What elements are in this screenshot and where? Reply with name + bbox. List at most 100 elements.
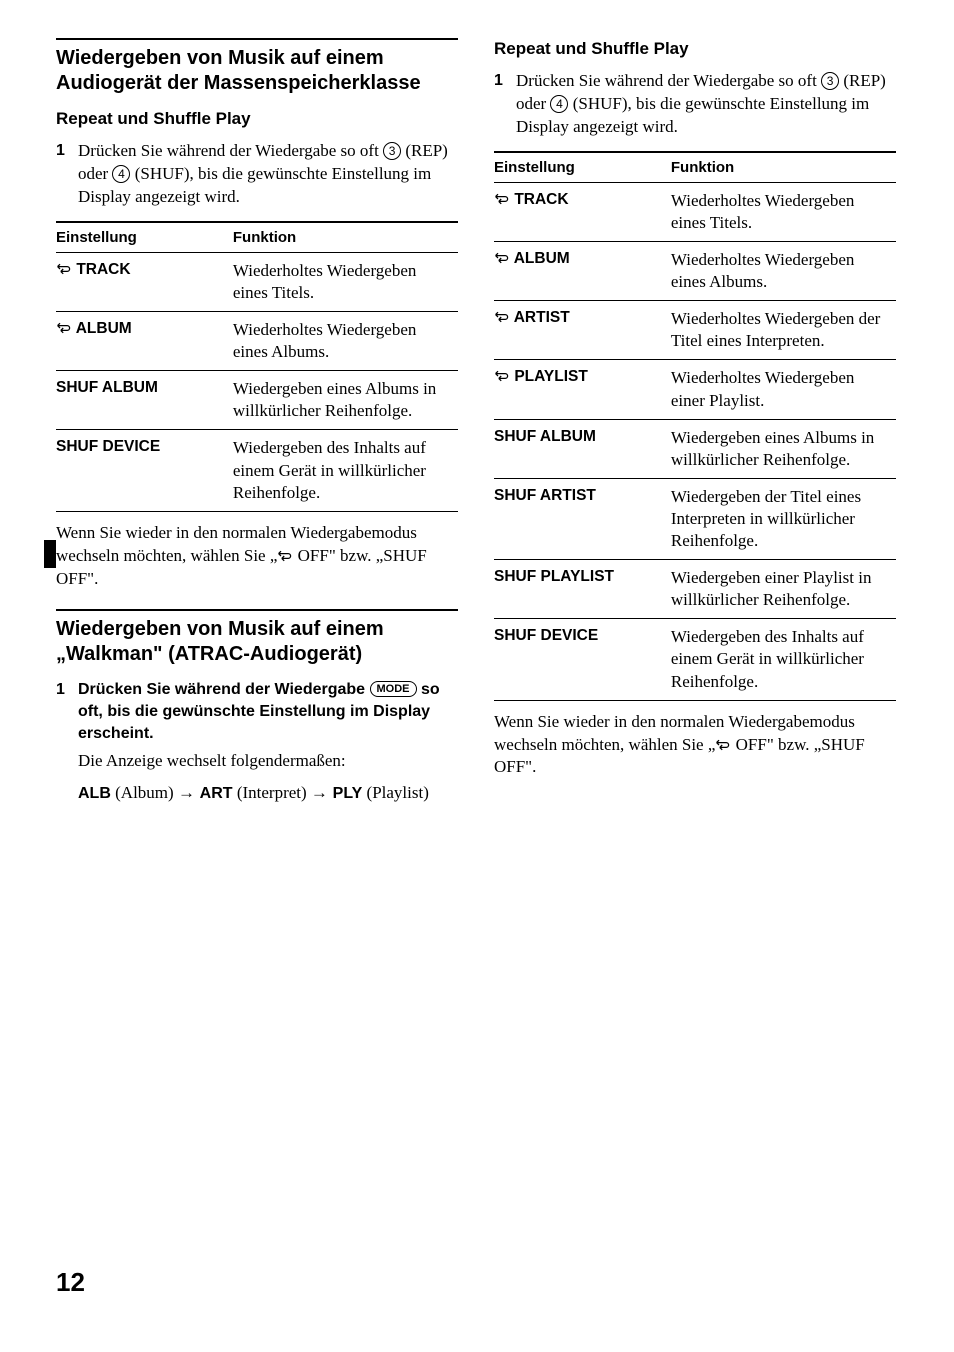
key-mode-icon: MODE: [370, 681, 417, 697]
step-normal: Die Anzeige wechselt folgendermaßen:: [78, 750, 458, 773]
note-right: Wenn Sie wieder in den normalen Wiederga…: [494, 711, 896, 780]
setting-function-cell: Wiedergeben der Titel eines Interpreten …: [671, 478, 896, 559]
th-setting: Einstellung: [56, 222, 233, 253]
setting-name-text: PLAYLIST: [514, 368, 588, 385]
th-function: Funktion: [671, 152, 896, 183]
left-column: Wiedergeben von Musik auf einem Audioger…: [56, 38, 458, 817]
th-function: Funktion: [233, 222, 458, 253]
step-left-2: 1 Drücken Sie während der Wiedergabe MOD…: [56, 679, 458, 806]
page-tab-mark: [44, 540, 56, 568]
setting-name-text: SHUF ALBUM: [494, 428, 596, 445]
right-column: Repeat und Shuffle Play 1 Drücken Sie wä…: [494, 38, 896, 817]
step-number: 1: [56, 679, 78, 806]
setting-function-cell: Wiedergeben des Inhalts auf einem Gerät …: [233, 430, 458, 511]
table-row: TRACK Wiederholtes Wiedergeben eines Tite…: [494, 182, 896, 241]
key-3-icon: 3: [383, 142, 401, 160]
setting-name-text: ARTIST: [514, 309, 570, 326]
step-bold: Drücken Sie während der Wiedergabe MODE …: [78, 679, 458, 746]
repeat-icon: [715, 739, 731, 751]
setting-name-cell: ALBUM: [56, 312, 233, 371]
step-text: (SHUF), bis die gewünschte Einstellung i…: [78, 164, 431, 206]
section-heading-mass-storage: Wiedergeben von Musik auf einem Audioger…: [56, 38, 458, 96]
subheading-repeat-shuffle-left: Repeat und Shuffle Play: [56, 108, 458, 130]
table-row: SHUF ALBUM Wiedergeben eines Albums in wi…: [56, 371, 458, 430]
setting-name-text: SHUF ARTIST: [494, 487, 596, 504]
settings-table-right: Einstellung Funktion TRACK Wiederholtes W…: [494, 151, 896, 701]
setting-name-cell: SHUF ALBUM: [494, 419, 671, 478]
repeat-icon: [277, 550, 293, 562]
setting-name-cell: SHUF ARTIST: [494, 478, 671, 559]
setting-name-cell: SHUF DEVICE: [494, 619, 671, 700]
arrow-icon: →: [311, 783, 333, 802]
step-left-1: 1 Drücken Sie während der Wiedergabe so …: [56, 140, 458, 209]
setting-name-text: ALBUM: [514, 250, 570, 267]
settings-tbody-right: TRACK Wiederholtes Wiedergeben eines Tite…: [494, 182, 896, 700]
table-row: ALBUMWiederholtes Wiedergeben eines Albu…: [56, 312, 458, 371]
key-4-icon: 4: [550, 95, 568, 113]
page-number: 12: [56, 1267, 85, 1298]
table-row: SHUF PLAYLIST Wiedergeben einer Playlist …: [494, 560, 896, 619]
mode-art: ART: [200, 785, 233, 802]
setting-function-cell: Wiedergeben eines Albums in willkürliche…: [671, 419, 896, 478]
mode-art-paren: (Interpret): [237, 783, 307, 802]
step-body: Drücken Sie während der Wiedergabe MODE …: [78, 679, 458, 806]
arrow-icon: →: [178, 783, 200, 802]
table-row: PLAYLIST Wiederholtes Wiedergeben einer P…: [494, 360, 896, 419]
repeat-icon: [494, 370, 510, 382]
step-text: Drücken Sie während der Wiedergabe so of…: [78, 141, 379, 160]
th-setting: Einstellung: [494, 152, 671, 183]
setting-name-text: TRACK: [76, 261, 130, 278]
repeat-icon: [494, 252, 510, 264]
setting-name-cell: SHUF PLAYLIST: [494, 560, 671, 619]
setting-function-cell: Wiederholtes Wiedergeben eines Albums.: [671, 242, 896, 301]
setting-name-cell: TRACK: [56, 252, 233, 311]
table-row: ARTIST Wiederholtes Wiedergeben der Titel…: [494, 301, 896, 360]
page-columns: Wiedergeben von Musik auf einem Audioger…: [56, 38, 898, 817]
setting-name-text: ALBUM: [76, 320, 132, 337]
setting-name-cell: SHUF DEVICE: [56, 430, 233, 511]
step-text: Drücken Sie während der Wiedergabe: [78, 681, 365, 698]
table-row: SHUF ALBUM Wiedergeben eines Albums in wi…: [494, 419, 896, 478]
setting-function-cell: Wiedergeben des Inhalts auf einem Gerät …: [671, 619, 896, 700]
repeat-icon: [494, 311, 510, 323]
setting-name-cell: PLAYLIST: [494, 360, 671, 419]
subheading-repeat-shuffle-right: Repeat und Shuffle Play: [494, 38, 896, 60]
table-row: SHUF DEVICEWiedergeben des Inhalts auf e…: [56, 430, 458, 511]
mode-alb-paren: (Album): [115, 783, 174, 802]
note-left: Wenn Sie wieder in den normalen Wiederga…: [56, 522, 458, 591]
section-heading-walkman: Wiedergeben von Musik auf einem „Walkman…: [56, 609, 458, 667]
setting-function-cell: Wiedergeben eines Albums in willkürliche…: [233, 371, 458, 430]
repeat-icon: [494, 193, 510, 205]
setting-function-cell: Wiedergeben einer Playlist in willkürlic…: [671, 560, 896, 619]
mode-sequence: ALB (Album) → ART (Interpret) → PLY (Pla…: [78, 781, 458, 805]
key-4-icon: 4: [112, 165, 130, 183]
step-right-1: 1 Drücken Sie während der Wiedergabe so …: [494, 70, 896, 139]
setting-function-cell: Wiederholtes Wiedergeben eines Titels.: [233, 252, 458, 311]
setting-name-text: SHUF PLAYLIST: [494, 568, 614, 585]
settings-tbody-left: TRACK Wiederholtes Wiedergeben eines Tite…: [56, 252, 458, 511]
mode-alb: ALB: [78, 785, 111, 802]
setting-name-cell: TRACK: [494, 182, 671, 241]
step-text: Drücken Sie während der Wiedergabe so of…: [516, 71, 817, 90]
step-body: Drücken Sie während der Wiedergabe so of…: [516, 70, 896, 139]
step-text: (SHUF), bis die gewünschte Einstellung i…: [516, 94, 869, 136]
repeat-icon: [56, 263, 72, 275]
mode-ply-paren: (Playlist): [367, 783, 429, 802]
setting-name-text: TRACK: [514, 191, 568, 208]
setting-name-text: SHUF ALBUM: [56, 379, 158, 396]
setting-name-cell: ALBUM: [494, 242, 671, 301]
setting-function-cell: Wiederholtes Wiedergeben eines Titels.: [671, 182, 896, 241]
settings-table-left: Einstellung Funktion TRACK Wiederholtes W…: [56, 221, 458, 512]
step-number: 1: [494, 70, 516, 139]
repeat-icon: [56, 322, 72, 334]
setting-function-cell: Wiederholtes Wiedergeben einer Playlist.: [671, 360, 896, 419]
setting-name-cell: SHUF ALBUM: [56, 371, 233, 430]
step-number: 1: [56, 140, 78, 209]
table-row: SHUF ARTIST Wiedergeben der Titel eines I…: [494, 478, 896, 559]
table-row: SHUF DEVICE Wiedergeben des Inhalts auf e…: [494, 619, 896, 700]
setting-function-cell: Wiederholtes Wiedergeben der Titel eines…: [671, 301, 896, 360]
setting-name-text: SHUF DEVICE: [494, 627, 598, 644]
table-row: ALBUM Wiederholtes Wiedergeben eines Albu…: [494, 242, 896, 301]
setting-name-cell: ARTIST: [494, 301, 671, 360]
table-row: TRACK Wiederholtes Wiedergeben eines Tite…: [56, 252, 458, 311]
